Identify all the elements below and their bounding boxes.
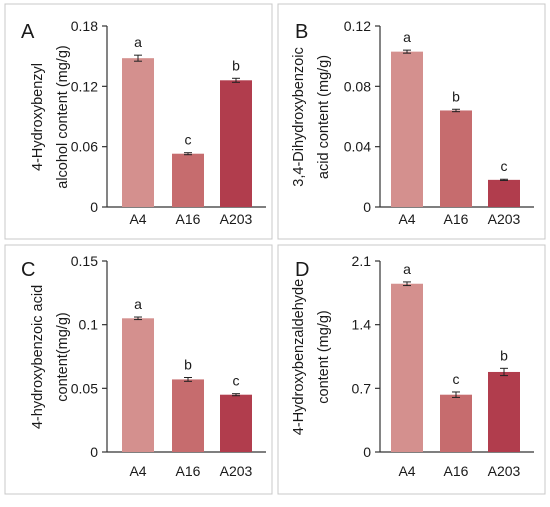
significance-letter: c — [185, 132, 192, 148]
y-tick-label: 0.04 — [344, 139, 371, 155]
x-tick-label: A203 — [488, 211, 521, 227]
y-axis-label: content(mg/g) — [55, 312, 71, 401]
significance-letter: a — [134, 34, 142, 50]
y-tick-label: 0 — [90, 444, 98, 460]
y-axis-label: 3,4-Dihydroxybenzoic — [291, 47, 307, 186]
bar-a4 — [122, 58, 154, 207]
bar-a16 — [172, 379, 204, 452]
x-tick-label: A4 — [129, 463, 146, 479]
significance-letter: c — [501, 158, 508, 174]
significance-letter: a — [134, 296, 142, 312]
significance-letter: b — [232, 57, 240, 73]
x-tick-label: A16 — [176, 463, 201, 479]
y-tick-label: 0 — [363, 199, 371, 215]
y-tick-label: 0.12 — [344, 18, 371, 34]
panel-letter: C — [21, 259, 35, 281]
significance-letter: b — [184, 357, 192, 373]
x-tick-label: A16 — [444, 463, 469, 479]
y-axis-label: content (mg/g) — [316, 310, 332, 404]
y-tick-label: 0.05 — [71, 380, 98, 396]
panel-frame — [4, 244, 273, 495]
y-axis-label: 4-Hydroxybenzyl — [30, 63, 46, 171]
x-tick-label: A203 — [220, 463, 253, 479]
bar-a4 — [391, 283, 423, 452]
panel-frame — [277, 3, 546, 240]
x-tick-label: A4 — [398, 211, 415, 227]
bar-a16 — [440, 394, 472, 452]
panel-c: C 0 0.05 0.1 0.15 4-hydroxybenzoic acid conten… — [4, 244, 273, 495]
significance-letter: c — [233, 373, 240, 389]
y-axis-label: acid content (mg/g) — [316, 55, 332, 179]
x-tick-label: A4 — [129, 211, 146, 227]
x-tick-label: A203 — [220, 211, 253, 227]
significance-letter: c — [453, 371, 460, 387]
bar-a16 — [440, 110, 472, 207]
y-tick-label: 0.08 — [344, 78, 371, 94]
bar-a203 — [220, 394, 252, 452]
y-tick-label: 0.12 — [71, 78, 98, 94]
bar-a203 — [488, 179, 520, 207]
x-tick-label: A203 — [488, 463, 521, 479]
y-axis-label: 4-Hydroxybenzaldehyde — [291, 279, 307, 435]
y-tick-label: 2.1 — [352, 253, 372, 269]
bar-a4 — [122, 318, 154, 452]
panel-b: B 0 0.04 0.08 0.12 3,4-Dihydroxybenzoic acid c… — [277, 3, 546, 240]
x-tick-label: A16 — [176, 211, 201, 227]
y-axis-label: 4-hydroxybenzoic acid — [30, 285, 46, 429]
y-tick-label: 0.7 — [352, 380, 372, 396]
panel-a: A 0 0.06 0.12 0.18 4-Hydroxybenzyl alcohol con… — [4, 3, 273, 240]
bar-a16 — [172, 153, 204, 207]
panel-letter: A — [21, 21, 35, 43]
bar-a4 — [391, 51, 423, 208]
y-tick-label: 0.15 — [71, 253, 98, 269]
x-tick-label: A16 — [444, 211, 469, 227]
significance-letter: b — [452, 88, 460, 104]
bar-a203 — [488, 371, 520, 452]
y-tick-label: 0 — [90, 199, 98, 215]
y-axis-label: alcohol content (mg/g) — [55, 45, 71, 188]
significance-letter: a — [403, 29, 411, 45]
bar-a203 — [220, 80, 252, 207]
panel-frame — [277, 244, 546, 495]
panel-letter: B — [295, 21, 308, 43]
y-tick-label: 1.4 — [352, 317, 372, 333]
y-tick-label: 0.1 — [79, 317, 99, 333]
y-tick-label: 0.18 — [71, 18, 98, 34]
y-tick-label: 0.06 — [71, 139, 98, 155]
significance-letter: a — [403, 261, 411, 277]
x-tick-label: A4 — [398, 463, 415, 479]
panel-frame — [4, 3, 273, 240]
y-tick-label: 0 — [363, 444, 371, 460]
panel-d: D 0 0.7 1.4 2.1 4-Hydroxybenzaldehyde content … — [277, 244, 546, 495]
significance-letter: b — [500, 347, 508, 363]
panel-letter: D — [295, 259, 309, 281]
